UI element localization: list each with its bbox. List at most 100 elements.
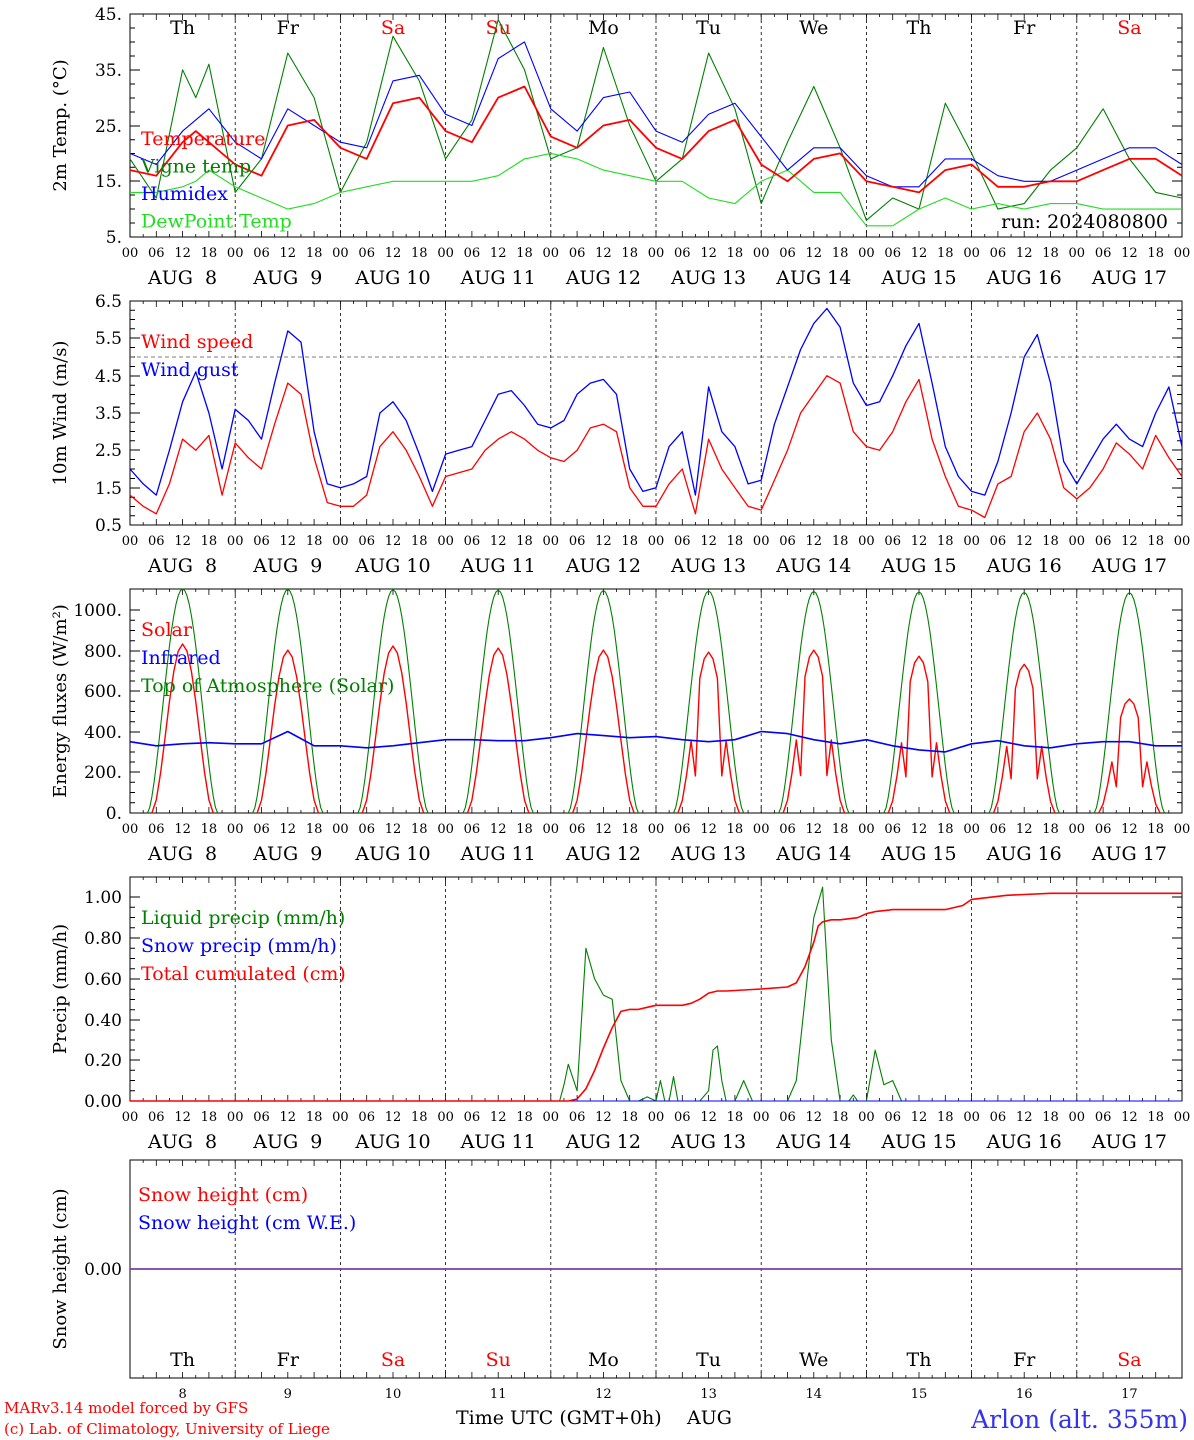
day-label: AUG 15	[880, 555, 956, 577]
day-label: AUG 9	[252, 843, 322, 865]
hour-tick-label: 18	[1042, 246, 1059, 261]
weekday-label: Fr	[1013, 1349, 1036, 1371]
y-tick-label: 5.	[106, 228, 122, 248]
legend-entry: Vigne temp	[140, 156, 251, 178]
weekday-label: Mo	[588, 17, 619, 39]
weekday-label: Su	[486, 1349, 511, 1371]
hour-tick-label: 06	[358, 246, 375, 261]
hour-tick-label: 00	[227, 246, 244, 261]
toa-solar-day	[462, 589, 534, 814]
y-axis-label: Energy fluxes (W/m²)	[50, 604, 71, 798]
hour-tick-label: 12	[490, 1110, 507, 1125]
panel-2: 6.5 5.5 4.5 3.5 2.5 1.5 0.5 10m Wind (m/s) Wind …	[50, 292, 1190, 577]
day-number-label: 13	[700, 1387, 717, 1402]
hour-tick-label: 12	[911, 246, 928, 261]
hour-tick-label: 06	[1095, 1110, 1112, 1125]
hour-tick-label: 00	[437, 822, 454, 837]
hour-tick-label: 12	[280, 1110, 297, 1125]
hour-tick-label: 06	[148, 822, 165, 837]
hour-tick-label: 12	[700, 1110, 717, 1125]
hour-tick-label: 06	[253, 1110, 270, 1125]
hour-tick-label: 06	[253, 534, 270, 549]
series-dewpoint-temp	[130, 152, 1182, 227]
hour-tick-label: 00	[332, 246, 349, 261]
hour-tick-label: 18	[621, 246, 638, 261]
day-label: AUG 12	[565, 1131, 641, 1153]
hour-tick-label: 06	[884, 1110, 901, 1125]
hour-tick-label: 18	[937, 534, 954, 549]
hour-tick-label: 00	[963, 534, 980, 549]
weekday-label: Sa	[1117, 1349, 1141, 1371]
toa-solar-day	[146, 588, 219, 814]
hour-tick-label: 12	[1121, 534, 1138, 549]
hour-tick-label: 12	[911, 1110, 928, 1125]
hour-tick-label: 18	[937, 1110, 954, 1125]
hour-tick-label: 06	[253, 246, 270, 261]
solar-day	[992, 663, 1056, 814]
hour-tick-label: 12	[806, 822, 823, 837]
y-tick-label: 800.	[84, 642, 122, 662]
y-axis-label: Snow height (cm)	[50, 1188, 71, 1349]
weekday-label: Su	[486, 17, 511, 39]
hour-tick-label: 18	[306, 1110, 323, 1125]
solar-day	[782, 649, 846, 814]
day-label: AUG 9	[252, 267, 322, 289]
hour-tick-label: 00	[648, 1110, 665, 1125]
hour-tick-label: 00	[437, 534, 454, 549]
hour-tick-label: 06	[779, 534, 796, 549]
series-humidex	[129, 41, 1183, 188]
legend-entry: Snow height (cm)	[138, 1184, 308, 1206]
hour-tick-label: 00	[122, 1110, 139, 1125]
hour-tick-label: 18	[411, 246, 428, 261]
hour-tick-label: 12	[806, 1110, 823, 1125]
y-tick-label: 600.	[84, 682, 122, 702]
y-axis-label: 2m Temp. (°C)	[50, 59, 71, 191]
toa-solar-day	[672, 590, 745, 814]
hour-tick-label: 00	[1174, 822, 1191, 837]
hour-tick-label: 06	[990, 1110, 1007, 1125]
day-label: AUG 14	[775, 555, 851, 577]
hour-tick-label: 12	[385, 246, 402, 261]
y-tick-label: 2.5	[95, 441, 122, 461]
hour-tick-label: 00	[1069, 534, 1086, 549]
hour-tick-label: 06	[148, 246, 165, 261]
hour-tick-label: 06	[990, 822, 1007, 837]
legend-entry: DewPoint Temp	[141, 211, 292, 233]
hour-tick-label: 12	[1016, 534, 1033, 549]
weekday-label: Fr	[1013, 17, 1036, 39]
day-label: AUG 8	[147, 1131, 217, 1153]
hour-tick-label: 06	[674, 246, 691, 261]
hour-tick-label: 12	[595, 1110, 612, 1125]
weekday-label: Th	[170, 17, 195, 39]
hour-tick-label: 18	[1147, 246, 1164, 261]
hour-tick-label: 12	[595, 534, 612, 549]
hour-tick-label: 00	[543, 822, 560, 837]
y-tick-label: 25.	[95, 117, 122, 137]
hour-tick-label: 12	[595, 246, 612, 261]
hour-tick-label: 00	[543, 246, 560, 261]
day-number-label: 8	[178, 1387, 186, 1402]
day-label: AUG 12	[565, 555, 641, 577]
hour-tick-label: 18	[201, 1110, 218, 1125]
hour-tick-label: 06	[779, 822, 796, 837]
y-tick-label: 0.40	[84, 1011, 122, 1031]
day-number-label: 16	[1016, 1387, 1033, 1402]
hour-tick-label: 18	[1147, 822, 1164, 837]
y-tick-label: 0.	[106, 804, 122, 824]
hour-tick-label: 18	[516, 534, 533, 549]
hour-tick-label: 06	[569, 822, 586, 837]
hour-tick-label: 06	[1095, 246, 1112, 261]
solar-day	[572, 649, 635, 814]
y-tick-label: 400.	[84, 723, 122, 743]
weekday-label: Tu	[696, 1349, 721, 1371]
weekday-label: Sa	[1117, 17, 1141, 39]
run-label: run: 2024080800	[1001, 211, 1168, 233]
weekday-label: We	[799, 1349, 828, 1371]
y-tick-label: 0.00	[84, 1260, 122, 1280]
weekday-label: Fr	[277, 17, 300, 39]
hour-tick-label: 00	[227, 534, 244, 549]
y-tick-label: 15.	[95, 172, 122, 192]
legend-entry: Humidex	[141, 183, 228, 205]
y-tick-label: 0.80	[84, 929, 122, 949]
hour-tick-label: 18	[727, 1110, 744, 1125]
